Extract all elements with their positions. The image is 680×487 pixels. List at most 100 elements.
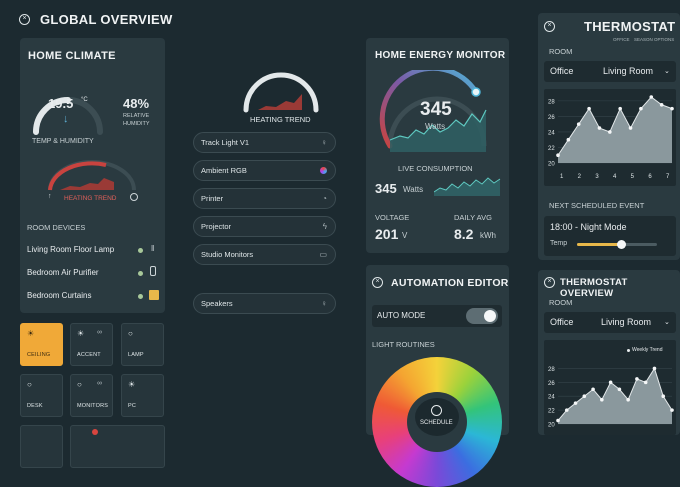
tile-monitors[interactable]: ○ ∞ MONITORS [70, 374, 113, 417]
area-fill [558, 368, 672, 424]
heating-gauge [48, 160, 136, 191]
voltage-label: VOLTAGE [375, 213, 410, 222]
temp-value: 19.5 [48, 96, 74, 111]
device-item[interactable]: Bedroom Air Purifier [27, 268, 99, 277]
close-icon[interactable]: × [544, 21, 555, 32]
x-tick-label: 3 [595, 174, 599, 180]
device-pill-studio-monitors[interactable]: Studio Monitors ▭ [193, 244, 336, 265]
tile-ceiling[interactable]: ☀ CEILING [20, 323, 63, 366]
tile-accent[interactable]: ☀ ∞ ACCENT [70, 323, 113, 366]
tile-partial-wide[interactable] [70, 425, 165, 468]
temp-unit: °C [81, 97, 88, 103]
data-point [556, 153, 560, 158]
tile-partial[interactable] [20, 425, 63, 468]
voltage-unit: V [402, 231, 408, 240]
temp-slider-fill [577, 243, 621, 246]
tile-lamp[interactable]: ○ LAMP [121, 323, 164, 366]
daily-avg-value: 8.2 [454, 226, 474, 242]
energy-title: HOME ENERGY MONITOR [375, 50, 506, 61]
next-event-label: NEXT SCHEDULED EVENT [549, 201, 645, 210]
y-tick-label: 26 [548, 115, 555, 121]
bulb-icon: ○ [128, 329, 133, 338]
data-point [670, 106, 674, 111]
data-point [600, 397, 604, 402]
temp-gauge [33, 97, 103, 135]
y-tick-label: 26 [548, 381, 555, 387]
data-point [576, 122, 581, 126]
data-point [564, 408, 569, 412]
tile-pc[interactable]: ☀ PC [121, 374, 164, 417]
close-icon[interactable]: × [544, 277, 555, 288]
page-title: GLOBAL OVERVIEW [40, 12, 173, 27]
temp-slider[interactable] [577, 240, 657, 249]
data-point [661, 394, 666, 399]
sun-icon: ☀ [77, 329, 85, 338]
y-tick-label: 20 [548, 423, 555, 429]
thermostat-title: THERMOSTAT [584, 19, 676, 34]
daily-avg-unit: kWh [480, 231, 496, 240]
temp-gauge-fill [33, 97, 71, 135]
clock-icon [130, 193, 138, 201]
auto-mode-toggle[interactable] [466, 308, 498, 324]
auto-mode-label: AUTO MODE [377, 311, 426, 320]
data-point [628, 126, 633, 130]
bulb-icon: ○ [77, 380, 82, 389]
curtains-icon [149, 290, 159, 300]
data-point [649, 95, 654, 99]
y-tick-label: 24 [548, 395, 555, 401]
arrow-down-icon: ↓ [63, 113, 69, 125]
room-select[interactable]: Office Living Room ⌄ [544, 61, 676, 82]
humidity-label-2: HUMIDITY [123, 121, 150, 127]
schedule-button[interactable] [415, 398, 459, 436]
close-icon[interactable]: × [19, 14, 30, 25]
live-value: 345 [375, 181, 397, 196]
bulb-icon: ○ [27, 380, 32, 389]
y-tick-label: 24 [548, 130, 555, 136]
data-point [597, 126, 602, 130]
chevron-down-icon: ⌄ [664, 319, 670, 326]
x-tick-label: 6 [648, 174, 652, 180]
gauge-icon: ◔ [322, 194, 327, 203]
indicator-dot [92, 429, 98, 435]
device-pill-printer[interactable]: Printer ◔ [193, 188, 336, 209]
home-climate-title: HOME CLIMATE [28, 50, 116, 62]
data-point [652, 366, 657, 371]
voltage-value: 201 [375, 226, 399, 242]
energy-gauge [379, 70, 487, 152]
link-icon: ∞ [97, 329, 102, 336]
legend-dot [627, 349, 630, 352]
data-point [670, 408, 674, 412]
tile-desk[interactable]: ○ DESK [20, 374, 63, 417]
device-pill-speakers[interactable]: Speakers ♀ [193, 293, 336, 314]
humidity-value: 48% [123, 96, 150, 111]
device-pill-projector[interactable]: Projector ϟ [193, 216, 336, 237]
y-tick-label: 22 [548, 146, 555, 152]
thermostat-overview-title: THERMOSTAT OVERVIEW [560, 277, 628, 299]
rgb-icon [320, 167, 327, 174]
data-point [618, 106, 622, 111]
data-point [617, 387, 622, 392]
room-devices-title: ROOM DEVICES [27, 223, 86, 232]
live-unit: Watts [403, 185, 424, 194]
event-card[interactable] [544, 216, 676, 256]
status-dot [138, 294, 143, 299]
schedule-label: SCHEDULE [420, 420, 453, 426]
device-pill-track-light[interactable]: Track Light V1 ♀ [193, 132, 336, 153]
device-item[interactable]: Bedroom Curtains [27, 291, 92, 300]
gauge-label: TEMP & HUMIDITY [32, 138, 94, 145]
energy-unit: Watts [425, 122, 446, 131]
area-fill [558, 97, 672, 163]
data-point [659, 102, 664, 107]
close-icon[interactable]: × [372, 277, 383, 288]
temp-slider-label: Temp [550, 240, 568, 247]
daily-avg-label: DAILY AVG [454, 213, 492, 222]
device-pill-ambient-rgb[interactable]: Ambient RGB [193, 160, 336, 181]
automation-title: AUTOMATION EDITOR [391, 277, 509, 289]
heating-trend-label: HEATING TREND [250, 115, 311, 124]
data-point [626, 397, 630, 402]
temp-slider-knob[interactable] [617, 240, 626, 249]
data-point [566, 137, 571, 142]
y-tick-label: 28 [548, 99, 555, 105]
room-select[interactable]: Office Living Room ⌄ [544, 312, 676, 333]
device-item[interactable]: Living Room Floor Lamp [27, 245, 115, 254]
